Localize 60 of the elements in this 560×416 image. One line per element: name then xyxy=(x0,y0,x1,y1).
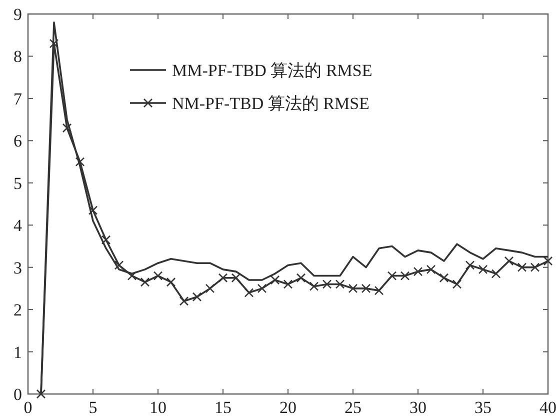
point xyxy=(517,262,527,272)
point xyxy=(166,277,176,287)
legend-label: MM-PF-TBD 算法的 RMSE xyxy=(172,61,372,80)
point xyxy=(244,288,254,298)
point xyxy=(309,282,319,291)
point xyxy=(322,280,332,289)
point xyxy=(426,264,436,274)
y-tick-label: 0 xyxy=(14,385,22,404)
point xyxy=(127,271,137,280)
point xyxy=(452,280,462,289)
point xyxy=(75,157,85,166)
x-tick-label: 5 xyxy=(88,398,98,416)
y-tick-label: 2 xyxy=(14,300,22,320)
point xyxy=(49,38,59,48)
point xyxy=(270,275,280,285)
x-tick-label: 35 xyxy=(474,398,492,416)
x-tick-label: 10 xyxy=(150,398,166,416)
x-tick-label: 20 xyxy=(280,398,296,416)
point xyxy=(296,273,306,283)
point xyxy=(413,266,423,276)
x-tick-label: 30 xyxy=(410,398,426,416)
point xyxy=(348,284,358,294)
point xyxy=(192,292,202,302)
point xyxy=(179,296,189,306)
point xyxy=(530,262,540,272)
point xyxy=(114,260,124,270)
x-tick-label: 25 xyxy=(344,398,362,416)
point xyxy=(387,271,397,280)
legend-label: NM-PF-TBD 算法的 RMSE xyxy=(172,94,370,113)
point xyxy=(205,284,215,294)
x-tick-label: 40 xyxy=(540,398,556,416)
point xyxy=(62,123,72,133)
point xyxy=(101,235,111,245)
point xyxy=(491,269,501,278)
y-tick-label: 6 xyxy=(14,132,22,151)
y-tick-label: 1 xyxy=(14,342,22,362)
x-tick-label: 15 xyxy=(214,398,232,416)
y-tick-label: 4 xyxy=(14,216,22,236)
point xyxy=(465,260,475,270)
point xyxy=(283,280,293,289)
point xyxy=(374,286,384,296)
point xyxy=(257,284,267,294)
point xyxy=(543,256,553,266)
point xyxy=(439,273,449,283)
point xyxy=(504,256,514,266)
point xyxy=(218,273,228,283)
point xyxy=(140,277,150,287)
point xyxy=(36,389,46,399)
point xyxy=(153,271,163,280)
y-tick-label: 5 xyxy=(14,174,22,193)
point xyxy=(400,271,410,280)
point xyxy=(231,273,241,283)
y-tick-label: 8 xyxy=(14,47,22,66)
point xyxy=(361,284,371,294)
y-tick-label: 9 xyxy=(14,5,22,24)
point xyxy=(478,264,488,274)
point xyxy=(335,280,345,289)
y-tick-label: 7 xyxy=(14,89,22,108)
y-tick-label: 3 xyxy=(14,258,22,278)
point xyxy=(88,206,98,215)
